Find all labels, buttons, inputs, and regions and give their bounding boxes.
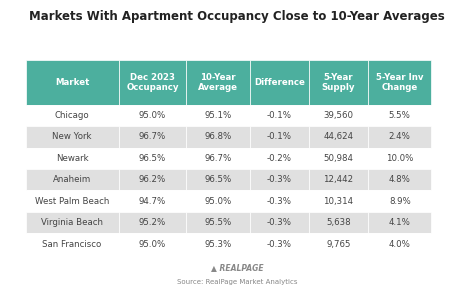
Text: 96.5%: 96.5% [204,175,232,184]
FancyBboxPatch shape [250,105,309,126]
Text: 95.1%: 95.1% [204,111,232,120]
Text: 5,638: 5,638 [326,218,351,227]
Text: Markets With Apartment Occupancy Close to 10-Year Averages: Markets With Apartment Occupancy Close t… [29,10,445,23]
FancyBboxPatch shape [368,212,431,233]
FancyBboxPatch shape [309,169,368,191]
Text: 39,560: 39,560 [323,111,354,120]
Text: 10,314: 10,314 [323,197,354,206]
FancyBboxPatch shape [186,191,250,212]
Text: 12,442: 12,442 [323,175,354,184]
FancyBboxPatch shape [26,233,119,255]
FancyBboxPatch shape [26,105,119,126]
Text: 96.2%: 96.2% [139,175,166,184]
Text: 94.7%: 94.7% [139,197,166,206]
Text: 8.9%: 8.9% [389,197,410,206]
FancyBboxPatch shape [309,233,368,255]
FancyBboxPatch shape [368,105,431,126]
Text: 5-Year
Supply: 5-Year Supply [322,73,355,92]
FancyBboxPatch shape [186,126,250,148]
Text: -0.1%: -0.1% [267,132,292,141]
Text: -0.3%: -0.3% [267,240,292,248]
Text: 4.8%: 4.8% [389,175,411,184]
FancyBboxPatch shape [26,212,119,233]
FancyBboxPatch shape [309,126,368,148]
FancyBboxPatch shape [26,148,119,169]
Text: 96.8%: 96.8% [204,132,232,141]
Text: 96.7%: 96.7% [204,154,232,163]
Text: San Francisco: San Francisco [43,240,102,248]
Text: 96.7%: 96.7% [139,132,166,141]
Text: Difference: Difference [254,78,305,87]
Text: 95.0%: 95.0% [139,111,166,120]
FancyBboxPatch shape [26,169,119,191]
FancyBboxPatch shape [186,60,250,105]
FancyBboxPatch shape [309,60,368,105]
FancyBboxPatch shape [26,60,119,105]
FancyBboxPatch shape [186,105,250,126]
Text: -0.1%: -0.1% [267,111,292,120]
Text: 95.0%: 95.0% [139,240,166,248]
FancyBboxPatch shape [250,191,309,212]
FancyBboxPatch shape [250,169,309,191]
Text: 4.0%: 4.0% [389,240,411,248]
FancyBboxPatch shape [26,191,119,212]
Text: Newark: Newark [56,154,89,163]
Text: 5.5%: 5.5% [389,111,411,120]
FancyBboxPatch shape [368,126,431,148]
Text: 50,984: 50,984 [323,154,354,163]
Text: 95.2%: 95.2% [139,218,166,227]
FancyBboxPatch shape [118,105,186,126]
Text: -0.3%: -0.3% [267,175,292,184]
FancyBboxPatch shape [186,233,250,255]
FancyBboxPatch shape [118,148,186,169]
FancyBboxPatch shape [368,169,431,191]
FancyBboxPatch shape [26,126,119,148]
Text: New York: New York [52,132,92,141]
Text: 96.5%: 96.5% [139,154,166,163]
FancyBboxPatch shape [118,212,186,233]
FancyBboxPatch shape [186,148,250,169]
FancyBboxPatch shape [186,169,250,191]
FancyBboxPatch shape [250,233,309,255]
Text: 10-Year
Average: 10-Year Average [198,73,238,92]
Text: Source: RealPage Market Analytics: Source: RealPage Market Analytics [177,279,297,285]
Text: Anaheim: Anaheim [53,175,91,184]
Text: 2.4%: 2.4% [389,132,411,141]
FancyBboxPatch shape [309,191,368,212]
Text: 44,624: 44,624 [323,132,354,141]
FancyBboxPatch shape [250,148,309,169]
Text: Market: Market [55,78,89,87]
Text: 5-Year Inv
Change: 5-Year Inv Change [376,73,424,92]
Text: 95.0%: 95.0% [204,197,232,206]
Text: Virginia Beach: Virginia Beach [41,218,103,227]
FancyBboxPatch shape [309,212,368,233]
Text: West Palm Beach: West Palm Beach [35,197,109,206]
FancyBboxPatch shape [250,126,309,148]
Text: 10.0%: 10.0% [386,154,413,163]
Text: 95.5%: 95.5% [204,218,232,227]
Text: ▲ REALPAGE: ▲ REALPAGE [210,263,264,272]
Text: Chicago: Chicago [55,111,90,120]
FancyBboxPatch shape [309,148,368,169]
Text: Dec 2023
Occupancy: Dec 2023 Occupancy [126,73,179,92]
FancyBboxPatch shape [186,212,250,233]
Text: -0.3%: -0.3% [267,197,292,206]
FancyBboxPatch shape [368,60,431,105]
FancyBboxPatch shape [250,212,309,233]
FancyBboxPatch shape [118,191,186,212]
FancyBboxPatch shape [118,233,186,255]
FancyBboxPatch shape [118,60,186,105]
Text: 95.3%: 95.3% [204,240,232,248]
FancyBboxPatch shape [368,233,431,255]
FancyBboxPatch shape [250,60,309,105]
FancyBboxPatch shape [118,126,186,148]
Text: -0.3%: -0.3% [267,218,292,227]
Text: 9,765: 9,765 [326,240,351,248]
FancyBboxPatch shape [118,169,186,191]
FancyBboxPatch shape [368,148,431,169]
FancyBboxPatch shape [368,191,431,212]
FancyBboxPatch shape [309,105,368,126]
Text: 4.1%: 4.1% [389,218,411,227]
Text: -0.2%: -0.2% [267,154,292,163]
